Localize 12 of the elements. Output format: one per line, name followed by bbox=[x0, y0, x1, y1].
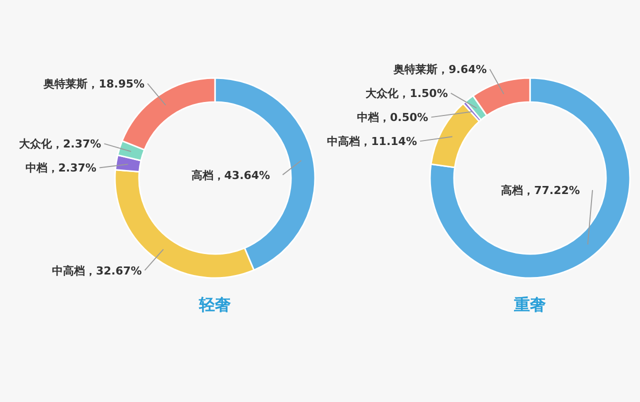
slice-label: 奥特莱斯，18.95% bbox=[42, 78, 145, 91]
slice-label: 大众化，1.50% bbox=[366, 87, 448, 100]
slice-label: 奥特莱斯，9.64% bbox=[392, 63, 487, 76]
text: 轻奢 bbox=[198, 295, 231, 314]
slice-label: 中档，0.50% bbox=[357, 111, 428, 124]
slice-label: 中高档，32.67% bbox=[52, 264, 142, 278]
text: 重奢 bbox=[513, 295, 546, 314]
slice-label: 大众化，2.37% bbox=[19, 138, 102, 151]
slice-label: 高档，43.64% bbox=[191, 168, 270, 182]
slice-label: 高档，77.22% bbox=[501, 184, 580, 198]
slice-label: 中高档，11.14% bbox=[327, 135, 417, 148]
slice-label: 中档，2.37% bbox=[25, 162, 96, 175]
